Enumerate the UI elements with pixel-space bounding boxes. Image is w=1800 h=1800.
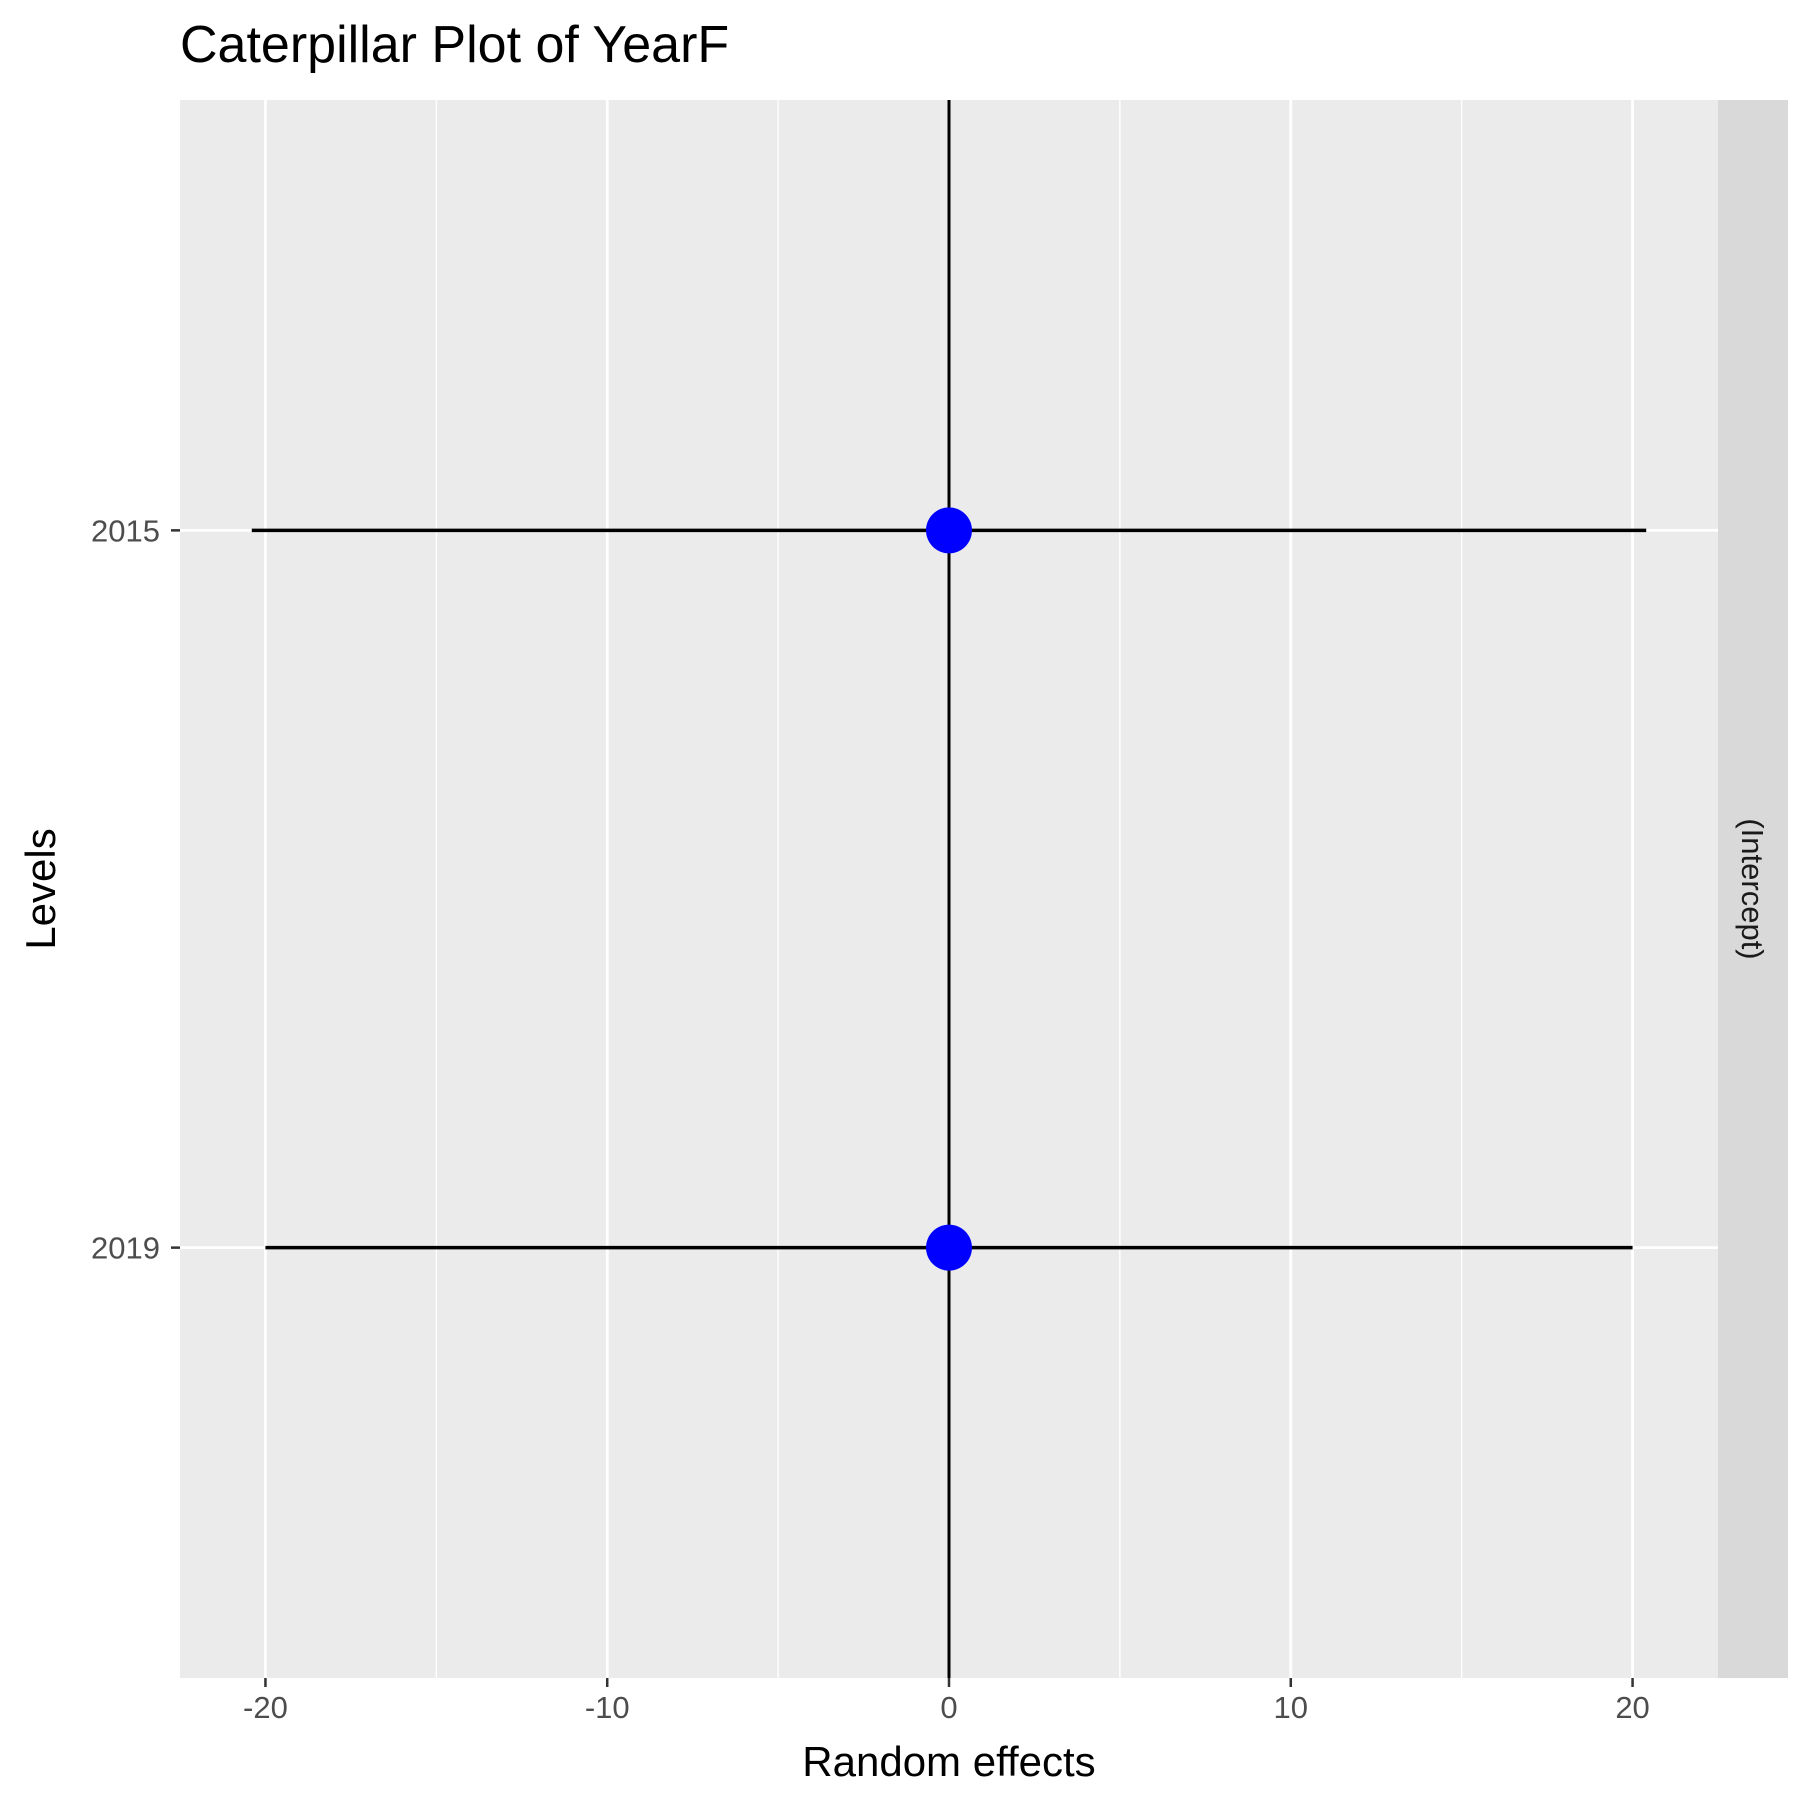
x-axis-title: Random effects (802, 1738, 1095, 1785)
x-tick-label: 20 (1615, 1690, 1649, 1725)
x-tick-label: 10 (1274, 1690, 1308, 1725)
x-tick-label: 0 (940, 1690, 957, 1725)
x-tick-label: -10 (585, 1690, 630, 1725)
y-tick-label: 2019 (91, 1231, 160, 1266)
chart-title: Caterpillar Plot of YearF (180, 16, 729, 74)
axes: -20 -10 0 10 20 2015 2019 (91, 513, 1650, 1725)
facet-strip-label: (Intercept) (1735, 818, 1770, 959)
y-axis-title: Levels (17, 828, 64, 949)
y-tick-label: 2015 (91, 513, 160, 548)
chart-marks (251, 100, 1647, 1678)
data-point (926, 1224, 972, 1271)
data-point (926, 507, 972, 554)
x-tick-label: -20 (243, 1690, 288, 1725)
facet-strip (1718, 100, 1788, 1678)
